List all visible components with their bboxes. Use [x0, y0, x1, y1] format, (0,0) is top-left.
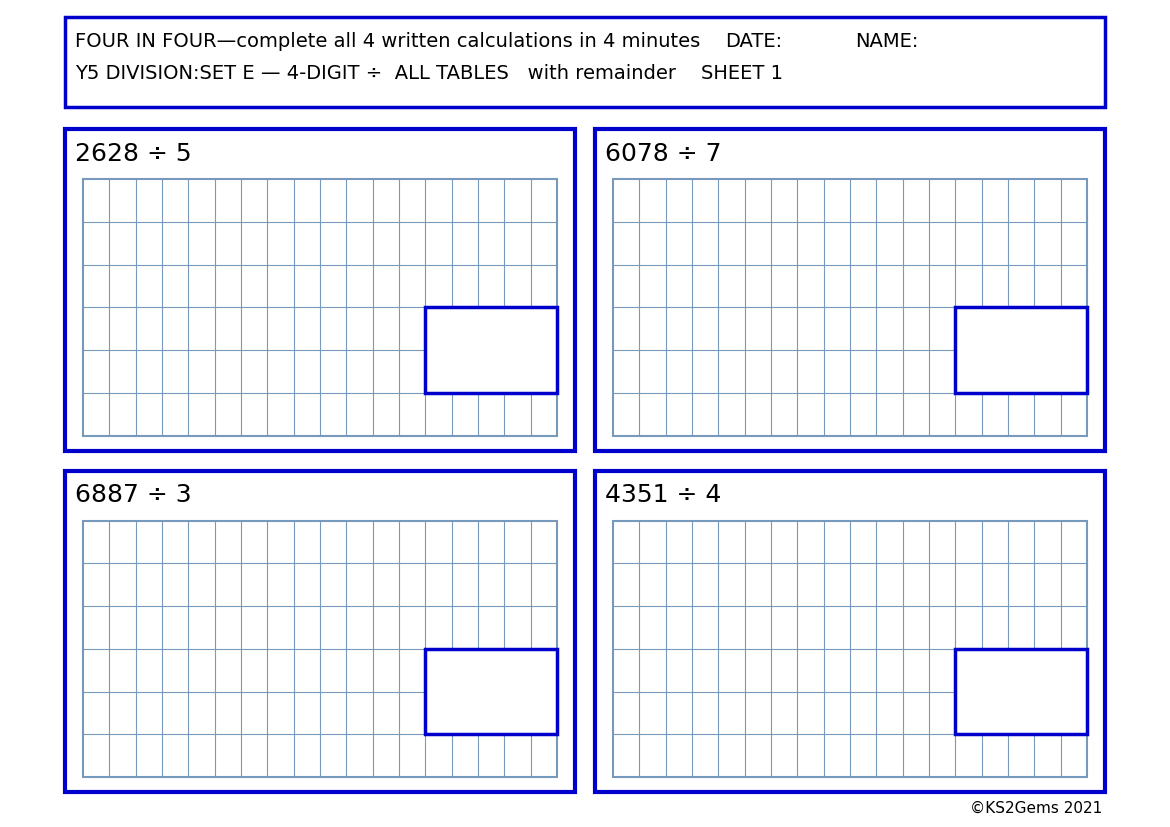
Bar	[426, 649, 557, 734]
Text: 2628 ÷ 5: 2628 ÷ 5	[75, 141, 192, 165]
Bar	[83, 521, 557, 777]
Bar	[596, 130, 1104, 451]
Text: Y5 DIVISION:SET E — 4-DIGIT ÷  ALL TABLES   with remainder    SHEET 1: Y5 DIVISION:SET E — 4-DIGIT ÷ ALL TABLES…	[75, 64, 783, 83]
Bar	[956, 308, 1087, 394]
Text: ©KS2Gems 2021: ©KS2Gems 2021	[970, 800, 1102, 815]
Text: 4351 ÷ 4: 4351 ÷ 4	[605, 483, 722, 507]
Bar	[83, 179, 557, 436]
Bar	[66, 471, 574, 792]
Bar	[613, 179, 1087, 436]
Text: FOUR IN FOUR—complete all 4 written calculations in 4 minutes: FOUR IN FOUR—complete all 4 written calc…	[75, 32, 701, 51]
Bar	[66, 18, 1104, 108]
Bar	[426, 308, 557, 394]
Text: NAME:: NAME:	[855, 32, 918, 51]
Text: DATE:: DATE:	[725, 32, 782, 51]
Bar	[613, 521, 1087, 777]
Text: 6887 ÷ 3: 6887 ÷ 3	[75, 483, 192, 507]
Bar	[596, 471, 1104, 792]
Bar	[956, 649, 1087, 734]
Bar	[66, 130, 574, 451]
Text: 6078 ÷ 7: 6078 ÷ 7	[605, 141, 722, 165]
